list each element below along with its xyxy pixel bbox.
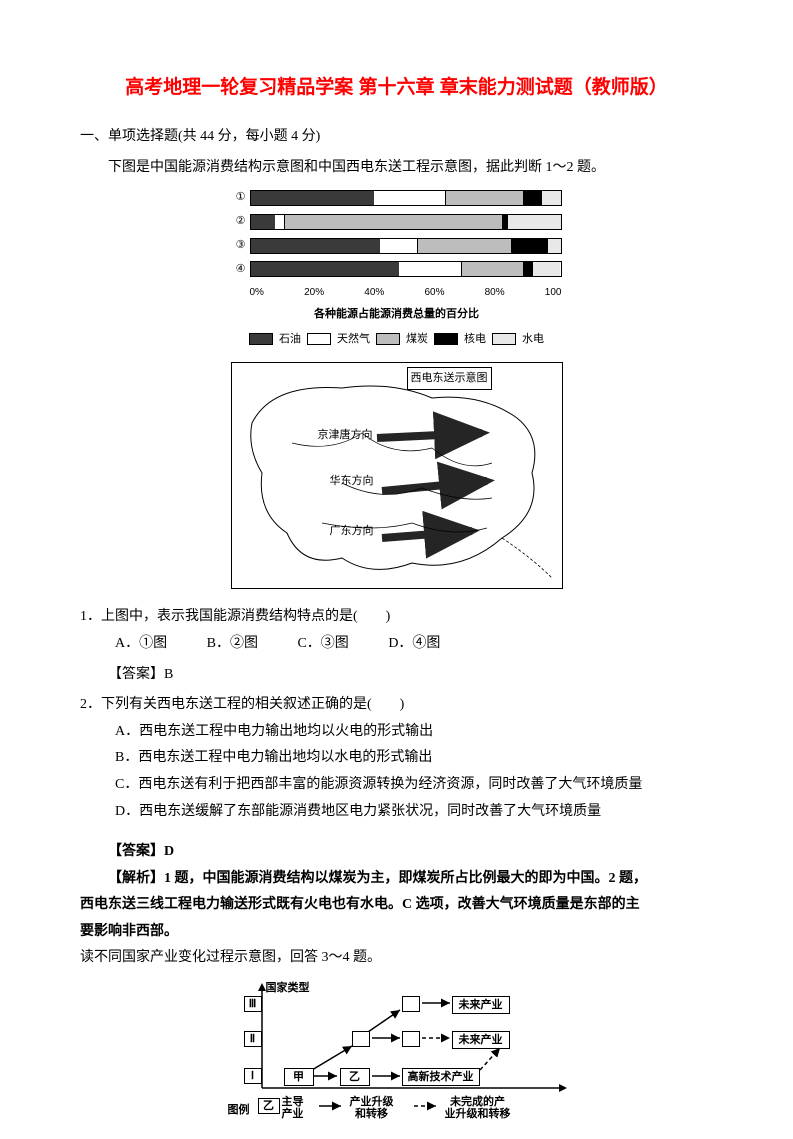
q1-answer: 【答案】B <box>80 662 713 689</box>
intro-text-2: 读不同国家产业变化过程示意图，回答 3～4 题。 <box>80 945 713 972</box>
intro-text-1: 下图是中国能源消费结构示意图和中国西电东送工程示意图，据此判断 1～2 题。 <box>80 155 713 182</box>
flow-ylab: 国家类型 <box>266 978 310 999</box>
legend-swatch <box>249 333 273 345</box>
q1-opt-c: C．③图 <box>297 631 348 658</box>
q2-opt-b: B．西电东送工程中电力输出地均以水电的形式输出 <box>80 745 713 772</box>
figure-flow: 国家类型 Ⅲ Ⅱ Ⅰ 甲 乙 高新技术产业 未来产业 未来产业 图例 乙 主导 … <box>80 978 713 1139</box>
q1-stem: 1．上图中，表示我国能源消费结构特点的是( ) <box>80 604 713 631</box>
legend-label: 核电 <box>464 329 486 350</box>
bar-track <box>250 261 562 277</box>
map-title: 西电东送示意图 <box>407 367 492 390</box>
map-svg <box>232 363 562 588</box>
q2-analysis-l1: 【解析】1 题，中国能源消费结构以煤炭为主，即煤炭所占比例最大的即为中国。2 题… <box>80 866 713 893</box>
section-header: 一、单项选择题(共 44 分，每小题 4 分) <box>80 124 713 151</box>
flow-leg2: 产业升级 和转移 <box>350 1096 394 1120</box>
flow-row-1: Ⅰ <box>244 1068 262 1084</box>
legend-swatch <box>434 333 458 345</box>
bar-row-label: ④ <box>232 259 250 280</box>
legend-swatch <box>492 333 516 345</box>
bar-axis-label: 各种能源占能源消费总量的百分比 <box>232 304 562 325</box>
map-label-3: 广东方向 <box>330 521 374 542</box>
bar-row-label: ② <box>232 211 250 232</box>
q2-opt-a: A．西电东送工程中电力输出地均以火电的形式输出 <box>80 719 713 746</box>
q1-opt-d: D．④图 <box>388 631 440 658</box>
flow-box-m2 <box>402 1031 420 1047</box>
page-title: 高考地理一轮复习精品学案 第十六章 章末能力测试题（教师版） <box>80 70 713 106</box>
q2-stem: 2．下列有关西电东送工程的相关叙述正确的是( ) <box>80 692 713 719</box>
map-label-2: 华东方向 <box>330 471 374 492</box>
flow-box-t1 <box>402 996 420 1012</box>
legend-swatch <box>376 333 400 345</box>
flow-box-weilai1: 未来产业 <box>452 996 510 1014</box>
figure-map: 西电东送示意图 京津唐方向 华东方向 广东方向 <box>80 362 713 599</box>
flow-leg-box: 乙 <box>258 1098 280 1114</box>
q2-analysis-l2: 西电东送三线工程电力输送形式既有火电也有水电。C 选项，改善大气环境质量是东部的… <box>80 892 713 919</box>
flow-box-m1 <box>352 1031 370 1047</box>
q2-answer-block: 【答案】D 【解析】1 题，中国能源消费结构以煤炭为主，即煤炭所占比例最大的即为… <box>80 839 713 945</box>
flow-legend-label: 图例 <box>228 1100 250 1121</box>
legend-label: 煤炭 <box>406 329 428 350</box>
legend-swatch <box>307 333 331 345</box>
bar-row-label: ① <box>232 187 250 208</box>
q2-answer: 【答案】D <box>80 839 713 866</box>
legend-label: 石油 <box>279 329 301 350</box>
flow-box-weilai2: 未来产业 <box>452 1031 510 1049</box>
q1-opt-a: A．①图 <box>115 631 167 658</box>
q1-opt-b: B．②图 <box>207 631 258 658</box>
bar-track <box>250 190 562 206</box>
q2-opt-d: D．西电东送缓解了东部能源消费地区电力紧张状况，同时改善了大气环境质量 <box>80 799 713 826</box>
flow-leg3: 未完成的产 业升级和转移 <box>445 1096 511 1120</box>
map-label-1: 京津唐方向 <box>318 425 373 446</box>
flow-row-2: Ⅱ <box>244 1031 262 1047</box>
q2-opt-c: C．西电东送有利于把西部丰富的能源资源转换为经济资源，同时改善了大气环境质量 <box>80 772 713 799</box>
bar-track <box>250 238 562 254</box>
flow-leg1: 主导 产业 <box>282 1096 304 1120</box>
legend-label: 天然气 <box>337 329 370 350</box>
bar-row-label: ③ <box>232 235 250 256</box>
flow-box-gaoxin: 高新技术产业 <box>402 1068 480 1086</box>
figure-barchart: ①②③④0%20%40%60%80%100各种能源占能源消费总量的百分比石油天然… <box>80 187 713 355</box>
legend-label: 水电 <box>522 329 544 350</box>
bar-track <box>250 214 562 230</box>
flow-box-yi: 乙 <box>340 1068 370 1086</box>
flow-box-jia: 甲 <box>284 1068 314 1086</box>
flow-row-3: Ⅲ <box>244 996 262 1012</box>
q1-options: A．①图 B．②图 C．③图 D．④图 <box>80 631 713 658</box>
q2-analysis-l3: 要影响非西部。 <box>80 919 713 946</box>
